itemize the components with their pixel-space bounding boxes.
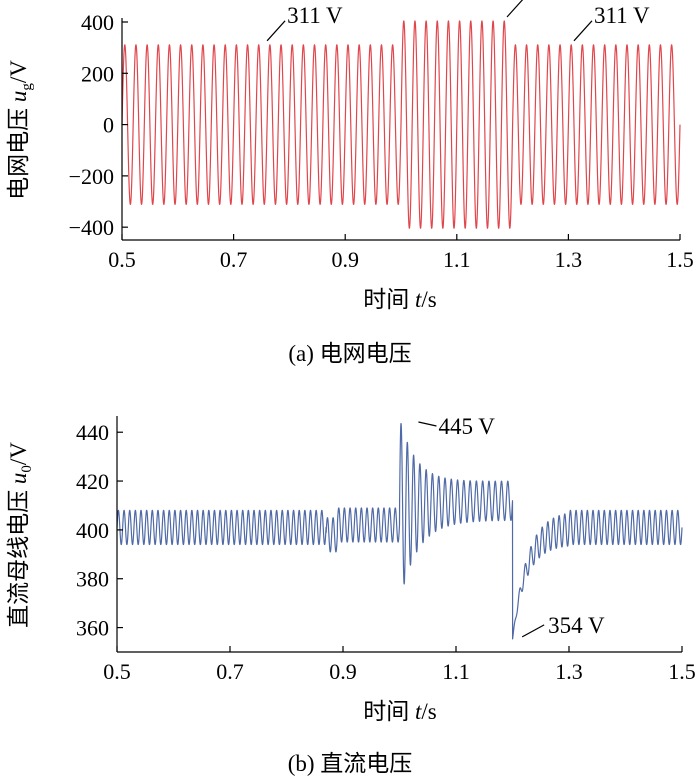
x-tick-label: 1.5 [666,247,694,272]
x-axis-label-var: t [415,287,422,312]
y-tick-label: 440 [76,420,109,445]
annotation-label: 354 V [548,613,605,638]
x-tick-label: 0.9 [331,247,359,272]
x-axis-label-suffix: /s [421,699,436,724]
x-tick-label: 0.7 [216,659,244,684]
y-tick-label: 400 [81,10,114,35]
y-tick-label: −200 [69,164,114,189]
y-tick-label: 360 [76,616,109,641]
x-tick-label: 1.1 [442,659,470,684]
x-tick-label: 0.5 [103,659,131,684]
annotation-leader [573,20,593,42]
annotation-leader [521,624,545,638]
annotation-label: 311 V [594,3,650,28]
x-tick-label: 1.3 [555,659,583,684]
caption: (b) 直流电压 [288,751,413,776]
y-axis-label: 直流母线电压 u0/V [6,442,35,628]
y-tick-label: −400 [69,215,114,240]
x-axis-label: 时间 t/s [363,699,437,724]
x-axis-label: 时间 t/s [363,287,437,312]
annotation-label: 404 V [527,0,584,4]
x-tick-label: 0.5 [108,247,136,272]
y-axis-label-suffix: /V [6,442,31,465]
chart-dc-voltage: 0.5 0.7 0.9 1.1 1.3 1.5 360 380 400 420 440 445 V… [6,414,696,776]
x-tick-label: 0.7 [220,247,248,272]
x-axis-label-suffix: /s [421,287,436,312]
annotation-leader [418,421,437,427]
annotations: 445 V 354 V [418,414,605,638]
y-axis-label-var: u [6,91,31,103]
x-tick-label: 1.5 [668,659,696,684]
y-tick-label: 0 [103,113,114,138]
axes-frame [116,416,682,653]
x-tick-label: 0.9 [329,659,357,684]
series-line-ug [121,20,681,229]
annotations: 311 V 404 V 311 V [266,0,650,42]
y-tick-label: 380 [76,567,109,592]
x-axis-label-var: t [415,699,422,724]
x-tick-label: 1.3 [555,247,583,272]
x-ticks: 0.5 0.7 0.9 1.1 1.3 1.5 [103,646,696,684]
y-axis-label: 电网电压 ug/V [6,60,35,200]
chart-grid-voltage: 0.5 0.7 0.9 1.1 1.3 1.5 −400 −200 0 200 400 311 V… [6,0,694,366]
y-axis-label-sub: g [19,83,35,91]
y-tick-label: 400 [76,518,109,543]
annotation-label: 445 V [438,414,495,439]
y-axis-label-var: u [6,473,31,485]
y-tick-label: 420 [76,469,109,494]
caption: (a) 电网电压 [288,341,411,366]
x-axis-label-prefix: 时间 [363,287,415,312]
y-axis-label-prefix: 电网电压 [6,102,31,200]
x-axis-label-prefix: 时间 [363,699,415,724]
axes-frame [121,18,680,241]
annotation-leader [506,0,524,18]
annotation-label: 311 V [287,3,343,28]
y-axis-label-suffix: /V [6,60,31,83]
x-ticks: 0.5 0.7 0.9 1.1 1.3 1.5 [108,234,694,272]
y-tick-label: 200 [81,61,114,86]
y-ticks: −400 −200 0 200 400 [69,10,128,240]
y-ticks: 360 380 400 420 440 [76,420,123,641]
x-tick-label: 1.1 [443,247,471,272]
series-line-u0 [116,422,683,640]
y-axis-label-prefix: 直流母线电压 [6,484,31,628]
y-axis-label-sub: 0 [19,465,35,473]
annotation-leader [266,20,286,42]
